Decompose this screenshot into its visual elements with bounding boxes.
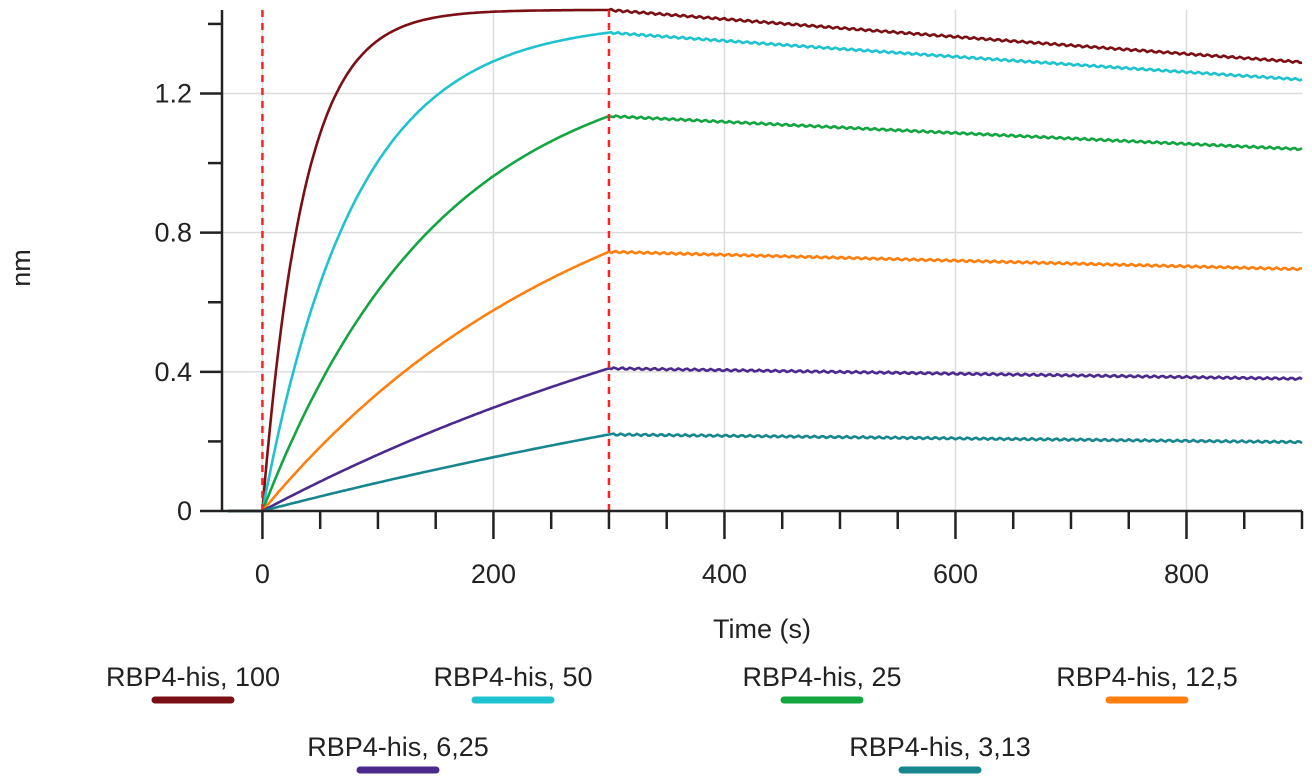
- x-ticks: 0 200 400 600 800: [255, 511, 1304, 589]
- legend-label: RBP4-his, 12,5: [1056, 662, 1238, 692]
- axes: 0 200 400 600 800 0 0.4 0.8 1.2: [154, 10, 1304, 589]
- series-line: [227, 432, 1303, 513]
- series-line: [227, 7, 1303, 513]
- legend-item: RBP4-his, 3,13: [849, 732, 1031, 774]
- x-tick-label: 400: [702, 559, 747, 589]
- x-tick-label: 200: [471, 559, 516, 589]
- series-layer: [227, 7, 1303, 513]
- y-tick-label: 0.8: [154, 218, 192, 248]
- series-line: [227, 249, 1302, 513]
- x-tick-label: 600: [933, 559, 978, 589]
- x-tick-label: 0: [255, 559, 270, 589]
- legend-label: RBP4-his, 25: [742, 662, 901, 692]
- series-line: [227, 366, 1303, 513]
- y-axis-title: nm: [6, 249, 36, 287]
- legend-item: RBP4-his, 12,5: [1056, 662, 1238, 704]
- legend: RBP4-his, 100 RBP4-his, 50 RBP4-his, 25 RBP…: [106, 662, 1238, 774]
- legend-label: RBP4-his, 3,13: [849, 732, 1031, 762]
- legend-label: RBP4-his, 50: [433, 662, 592, 692]
- x-tick-label: 800: [1164, 559, 1209, 589]
- legend-label: RBP4-his, 100: [106, 662, 280, 692]
- legend-label: RBP4-his, 6,25: [307, 732, 489, 762]
- reference-lines: [261, 10, 611, 511]
- y-ticks: 0 0.4 0.8 1.2: [154, 22, 222, 526]
- legend-item: RBP4-his, 25: [742, 662, 902, 704]
- legend-item: RBP4-his, 6,25: [307, 732, 489, 774]
- series-line: [227, 30, 1303, 513]
- legend-item: RBP4-his, 100: [106, 662, 280, 704]
- y-tick-label: 1.2: [154, 79, 192, 109]
- y-tick-label: 0: [177, 496, 192, 526]
- legend-item: RBP4-his, 50: [433, 662, 593, 704]
- x-axis-title: Time (s): [713, 614, 811, 644]
- series-line: [227, 114, 1303, 513]
- y-tick-label: 0.4: [154, 357, 192, 387]
